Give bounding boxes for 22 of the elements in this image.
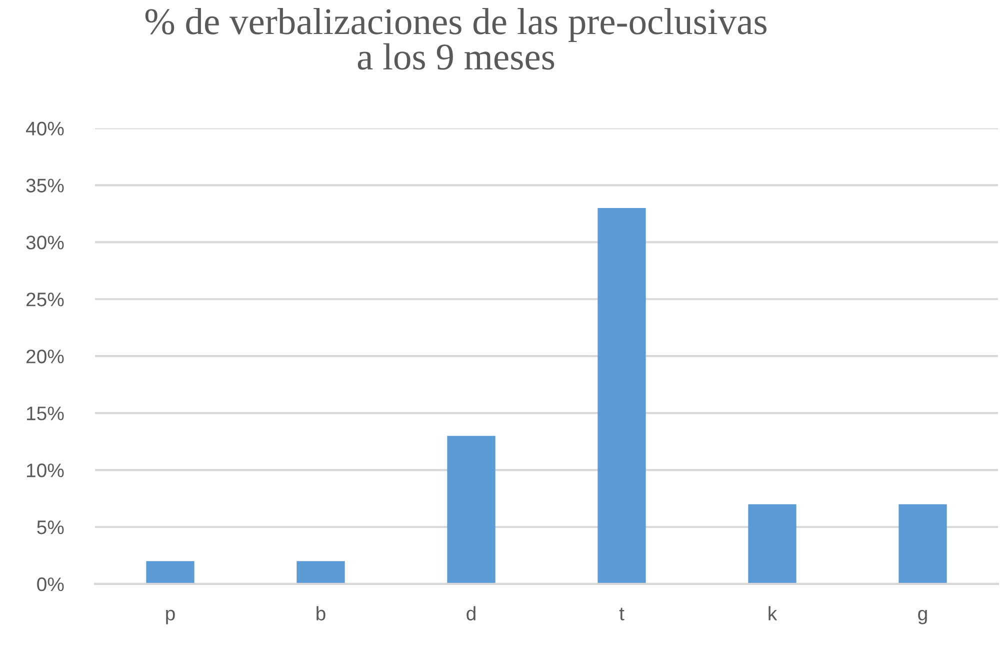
y-tick-label: 5% — [37, 520, 64, 534]
x-tick-label: b — [316, 606, 326, 620]
bar — [447, 436, 496, 584]
x-tick-label: d — [466, 606, 476, 620]
bar — [598, 208, 646, 584]
chart-title: % de verbalizaciones de las pre-oclusivas a los 9 meses — [145, 8, 766, 70]
y-tick-label: 0% — [37, 577, 64, 592]
x-tick-label: p — [166, 610, 175, 624]
y-tick-label: 15% — [27, 406, 64, 420]
y-tick-label: 35% — [26, 178, 64, 192]
y-tick-label: 20% — [26, 350, 64, 364]
x-tick-label: t — [619, 608, 624, 620]
y-tick-label: 40% — [26, 122, 64, 136]
y-tick-label: 30% — [26, 236, 64, 250]
x-tick-label: k — [768, 606, 778, 620]
bar — [296, 561, 345, 584]
bar — [748, 504, 796, 584]
y-tick-label: 10% — [27, 463, 64, 478]
bar — [146, 561, 194, 584]
y-tick-label: 25% — [26, 292, 64, 306]
bar — [898, 504, 947, 584]
x-tick-label: g — [918, 610, 927, 624]
